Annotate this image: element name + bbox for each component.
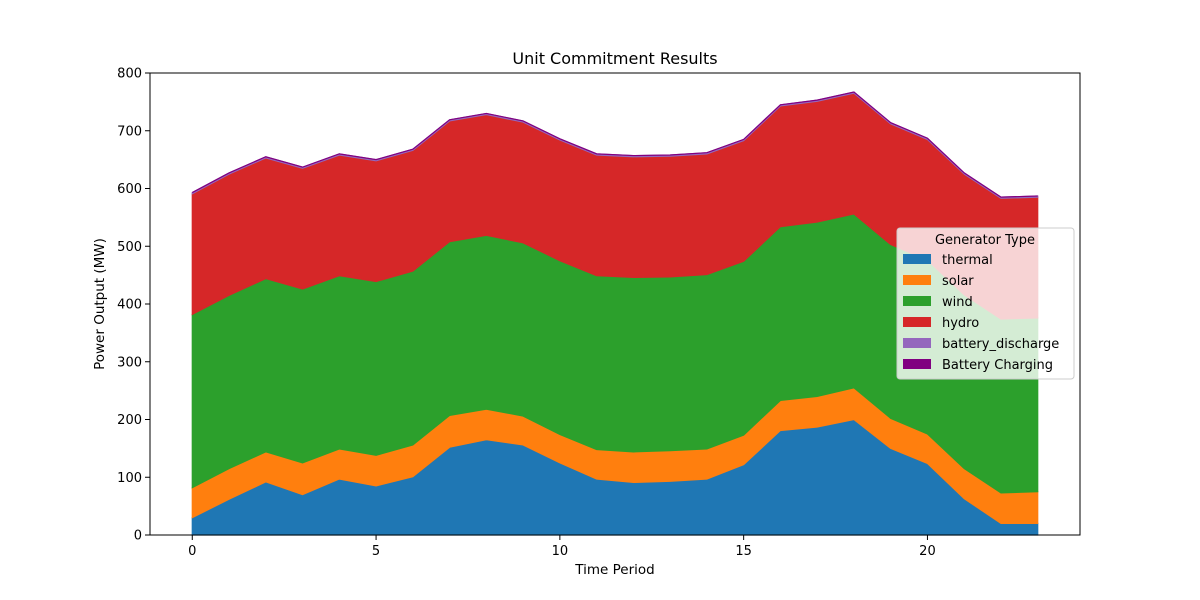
legend-swatch [903,317,931,327]
legend-swatch [903,275,931,285]
y-axis: 0 100 200 300 400 500 600 700 800 [117,67,150,544]
legend-box [896,227,1075,380]
y-tick-label: 200 [117,413,142,428]
legend: Generator Type thermal solar wind hydro batt… [896,227,1075,380]
y-tick-label: 400 [117,298,142,313]
legend-swatch [903,359,931,369]
x-tick-label: 10 [552,544,569,559]
area-battery-charging [191,91,1038,198]
y-tick-label: 500 [117,240,142,255]
legend-label: hydro [942,316,979,331]
x-axis: 0 5 10 15 20 [188,535,936,559]
legend-label: wind [942,295,973,310]
x-tick-label: 15 [735,544,752,559]
legend-items: thermal solar wind hydro battery_discharge Ba… [903,253,1059,373]
y-tick-label: 100 [117,471,142,486]
legend-swatch [903,296,931,306]
x-tick-label: 0 [188,544,196,559]
x-tick-label: 20 [919,544,936,559]
y-tick-label: 300 [117,355,142,370]
legend-swatch [903,338,931,348]
legend-label: Battery Charging [942,358,1053,373]
legend-label: thermal [942,253,993,268]
area-layer [191,91,1039,536]
y-tick-label: 700 [117,124,142,139]
legend-title: Generator Type [935,233,1035,248]
legend-swatch [903,254,931,264]
chart-title: Unit Commitment Results [512,49,717,68]
x-axis-label: Time Period [574,562,654,578]
y-tick-label: 600 [117,182,142,197]
y-tick-label: 0 [134,529,142,544]
y-axis-label: Power Output (MW) [92,238,108,370]
y-tick-label: 800 [117,67,142,82]
x-tick-label: 5 [372,544,380,559]
legend-label: solar [942,274,974,289]
legend-label: battery_discharge [942,337,1059,352]
